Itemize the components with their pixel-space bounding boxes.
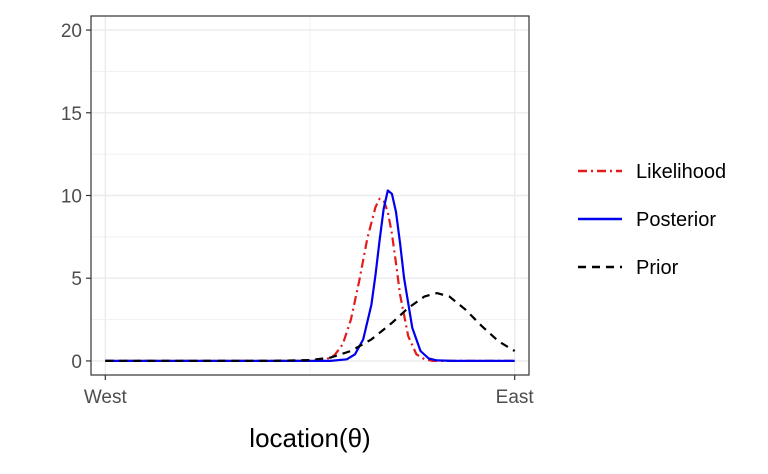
plot-panel [90,15,530,376]
y-tick-label: 20 [61,21,82,42]
series-line-prior [105,292,516,362]
series-line-likelihood [105,197,515,362]
legend-label-prior: Prior [636,257,679,279]
x-axis-label: location(θ) [249,423,370,453]
x-tick-label: East [496,387,535,408]
y-tick-label: 0 [71,352,82,373]
y-tick-label: 5 [71,269,82,290]
legend-label-posterior: Posterior [636,209,716,231]
legend-label-likelihood: Likelihood [636,161,726,183]
x-axis: West East [84,375,535,408]
y-tick-label: 10 [61,187,82,208]
series-line-posterior [105,189,515,362]
x-tick-label: West [84,387,128,408]
y-axis: 0 5 10 15 20 [61,21,91,373]
legend: Likelihood Posterior Prior [578,161,726,279]
y-tick-label: 15 [61,104,82,125]
